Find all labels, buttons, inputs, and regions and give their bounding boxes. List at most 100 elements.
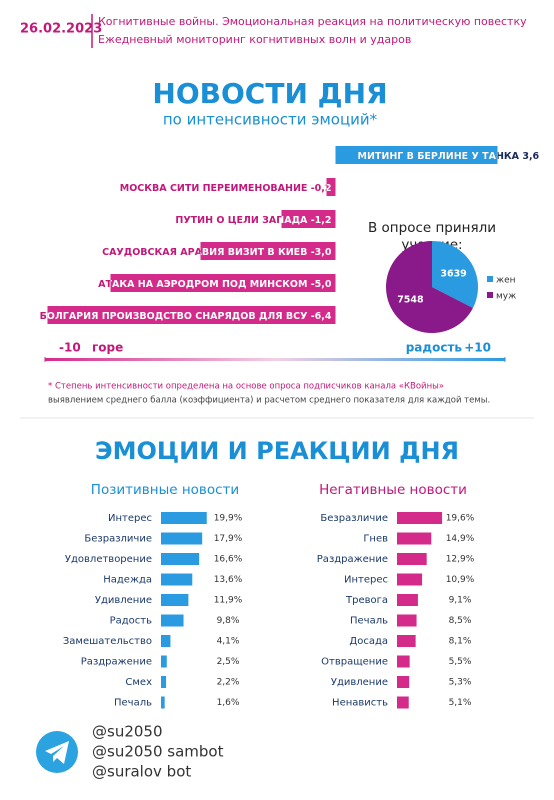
value-label: -3,0	[311, 247, 332, 258]
date: 26.02.2023	[20, 22, 102, 37]
bar	[397, 655, 410, 668]
value-label: -5,0	[311, 279, 332, 290]
value-label: 13,6%	[214, 575, 243, 585]
handle[interactable]: @su2050 sambot	[92, 743, 224, 761]
footnote: * Степень интенсивности определена на ос…	[48, 382, 444, 392]
bar	[326, 178, 336, 196]
value-label: 5,5%	[449, 657, 472, 667]
value-label: 8,1%	[449, 637, 472, 647]
legend-swatch	[487, 276, 493, 282]
bar	[161, 553, 200, 565]
category-label: Отвращение	[321, 657, 388, 668]
value-label: -5,0	[311, 279, 332, 290]
category-label: Надежда	[103, 575, 152, 586]
header-line: Ежедневный мониторинг когнитивных волн и…	[98, 33, 411, 46]
value-label: -0,2	[311, 183, 332, 194]
bar-label: БОЛГАРИЯ ПРОИЗВОДСТВО СНАРЯДОВ ДЛЯ ВСУ -…	[40, 311, 332, 322]
category-label: АТАКА НА АЭРОДРОМ ПОД МИНСКОМ	[98, 279, 307, 290]
bar-label: АТАКА НА АЭРОДРОМ ПОД МИНСКОМ -5,0	[98, 279, 332, 290]
section-title: ЭМОЦИИ И РЕАКЦИИ ДНЯ	[95, 437, 459, 465]
category-label: Тревога	[345, 595, 388, 606]
handle[interactable]: @suralov bot	[92, 763, 191, 781]
value-label: -0,2	[311, 183, 332, 194]
header-line: Когнитивные войны. Эмоциональная реакция…	[98, 15, 527, 28]
category-label: Безразличие	[320, 513, 388, 524]
scale-max-label: радость	[406, 341, 463, 355]
value-label: 9,1%	[449, 596, 472, 606]
value-label: -6,4	[311, 311, 332, 322]
scale-tick-label: -10	[59, 341, 81, 355]
legend-label: жен	[496, 276, 516, 286]
bar	[281, 210, 336, 228]
category-label: ПУТИН О ЦЕЛИ ЗАПАДА	[175, 215, 308, 226]
bar	[200, 242, 336, 260]
value-label: -6,4	[311, 311, 332, 322]
value-label: 16,6%	[214, 555, 243, 565]
value-label: 19,9%	[214, 514, 243, 524]
category-label: Безразличие	[84, 534, 152, 545]
bar	[110, 274, 336, 292]
value-label: 14,9%	[446, 534, 475, 544]
bar	[335, 146, 498, 164]
telegram-icon	[36, 731, 78, 773]
handle[interactable]: @su2050	[92, 723, 163, 741]
bar-label: ПУТИН О ЦЕЛИ ЗАПАДА -1,2	[175, 215, 331, 226]
value-label: -1,2	[311, 215, 332, 226]
bar	[161, 532, 203, 545]
value-label: 11,9%	[214, 596, 243, 606]
category-label: АТАКА НА АЭРОДРОМ ПОД МИНСКОМ	[98, 279, 307, 290]
legend-label: муж	[496, 292, 516, 302]
panel-title: Негативные новости	[319, 482, 467, 498]
slice-value: 3639	[440, 268, 466, 279]
category-label: Раздражение	[317, 554, 388, 565]
bar	[397, 553, 427, 565]
category-label: МОСКВА СИТИ ПЕРЕИМЕНОВАНИЕ	[120, 183, 308, 194]
bar-label: САУДОВСКАЯ АРАВИЯ ВИЗИТ В КИЕВ -3,0	[102, 247, 332, 258]
value-label: 9,8%	[217, 616, 240, 626]
bar-label: МИТИНГ В БЕРЛИНЕ У ТАНКА 3,6	[358, 151, 540, 162]
emotion-scale	[45, 358, 505, 361]
category-label: Печаль	[114, 698, 152, 709]
value-label: -3,0	[311, 247, 332, 258]
category-label: Раздражение	[81, 657, 152, 668]
category-label: САУДОВСКАЯ АРАВИЯ ВИЗИТ В КИЕВ	[102, 247, 307, 258]
scale-min-label: горе	[92, 341, 123, 355]
bar-label: МОСКВА СИТИ ПЕРЕИМЕНОВАНИЕ -0,2	[120, 183, 332, 194]
category-label: МИТИНГ В БЕРЛИНЕ У ТАНКА	[358, 151, 520, 162]
bar-label: БОЛГАРИЯ ПРОИЗВОДСТВО СНАРЯДОВ ДЛЯ ВСУ -…	[40, 311, 332, 322]
category-label: САУДОВСКАЯ АРАВИЯ ВИЗИТ В КИЕВ	[102, 247, 307, 258]
bar	[161, 696, 165, 709]
category-label: Гнев	[363, 534, 388, 545]
category-label: Досада	[349, 636, 388, 647]
category-label: БОЛГАРИЯ ПРОИЗВОДСТВО СНАРЯДОВ ДЛЯ ВСУ	[40, 311, 309, 322]
bar-label: САУДОВСКАЯ АРАВИЯ ВИЗИТ В КИЕВ -3,0	[102, 247, 332, 258]
bar-label: ПУТИН О ЦЕЛИ ЗАПАДА -1,2	[175, 215, 331, 226]
category-label: БОЛГАРИЯ ПРОИЗВОДСТВО СНАРЯДОВ ДЛЯ ВСУ	[40, 311, 309, 322]
value-label: 1,6%	[217, 698, 240, 708]
bar	[161, 573, 193, 586]
category-label: Удовлетворение	[65, 554, 152, 565]
category-label: Радость	[110, 616, 153, 627]
bar	[161, 635, 171, 647]
bar	[161, 614, 184, 627]
panel-title: Позитивные новости	[91, 482, 239, 498]
bar	[397, 594, 418, 606]
value-label: 12,9%	[446, 555, 475, 565]
telegram-plane	[45, 741, 69, 764]
bar	[161, 594, 189, 606]
category-label: МИТИНГ В БЕРЛИНЕ У ТАНКА	[358, 151, 520, 162]
bar	[397, 614, 417, 627]
bar	[161, 512, 207, 524]
chart-title: НОВОСТИ ДНЯ	[152, 77, 387, 110]
value-label: 4,1%	[217, 637, 240, 647]
slice-value: 7548	[397, 295, 424, 306]
pie-title-line: В опросе приняли	[368, 220, 496, 236]
value-label: 5,1%	[449, 698, 472, 708]
category-label: Замешательство	[63, 636, 152, 647]
bar	[397, 676, 410, 688]
category-label: Интерес	[344, 575, 388, 586]
category-label: Смех	[125, 677, 152, 688]
bar-label: МИТИНГ В БЕРЛИНЕ У ТАНКА 3,6	[358, 151, 540, 162]
chart-subtitle: по интенсивности эмоций*	[163, 111, 378, 129]
